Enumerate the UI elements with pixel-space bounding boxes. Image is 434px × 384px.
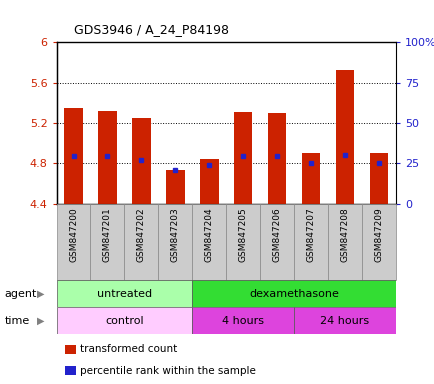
Text: GDS3946 / A_24_P84198: GDS3946 / A_24_P84198 — [74, 23, 228, 36]
Bar — [233, 112, 252, 204]
Bar — [56, 280, 192, 307]
Text: dexamethasone: dexamethasone — [249, 289, 338, 299]
Bar — [90, 204, 124, 280]
Text: time: time — [4, 316, 30, 326]
Text: untreated: untreated — [97, 289, 151, 299]
Bar — [158, 204, 192, 280]
Text: GSM847206: GSM847206 — [272, 207, 281, 262]
Text: GSM847205: GSM847205 — [238, 207, 247, 262]
Text: 4 hours: 4 hours — [222, 316, 263, 326]
Bar — [226, 204, 260, 280]
Bar — [301, 153, 319, 204]
Bar — [361, 204, 395, 280]
Text: GSM847208: GSM847208 — [340, 207, 349, 262]
Bar — [56, 204, 90, 280]
Bar — [192, 204, 226, 280]
Text: control: control — [105, 316, 143, 326]
Bar — [327, 204, 361, 280]
Text: GSM847201: GSM847201 — [103, 207, 112, 262]
Text: GSM847209: GSM847209 — [374, 207, 382, 262]
Bar — [192, 307, 293, 334]
Bar — [132, 118, 150, 204]
Bar — [369, 153, 387, 204]
Bar — [293, 307, 395, 334]
Text: ▶: ▶ — [37, 289, 44, 299]
Bar — [124, 204, 158, 280]
Text: 24 hours: 24 hours — [320, 316, 368, 326]
Bar — [192, 280, 395, 307]
Bar — [293, 204, 327, 280]
Text: GSM847200: GSM847200 — [69, 207, 78, 262]
Text: GSM847207: GSM847207 — [306, 207, 315, 262]
Text: ▶: ▶ — [37, 316, 44, 326]
Text: agent: agent — [4, 289, 36, 299]
Text: percentile rank within the sample: percentile rank within the sample — [80, 366, 256, 376]
Text: GSM847204: GSM847204 — [204, 207, 213, 262]
Bar — [200, 159, 218, 204]
Bar — [98, 111, 116, 204]
Text: transformed count: transformed count — [80, 344, 178, 354]
Bar — [56, 307, 192, 334]
Text: GSM847202: GSM847202 — [137, 207, 145, 262]
Bar — [335, 71, 353, 204]
Bar — [267, 113, 286, 204]
Bar — [64, 108, 82, 204]
Bar — [166, 170, 184, 204]
Text: GSM847203: GSM847203 — [171, 207, 179, 262]
Bar — [260, 204, 293, 280]
